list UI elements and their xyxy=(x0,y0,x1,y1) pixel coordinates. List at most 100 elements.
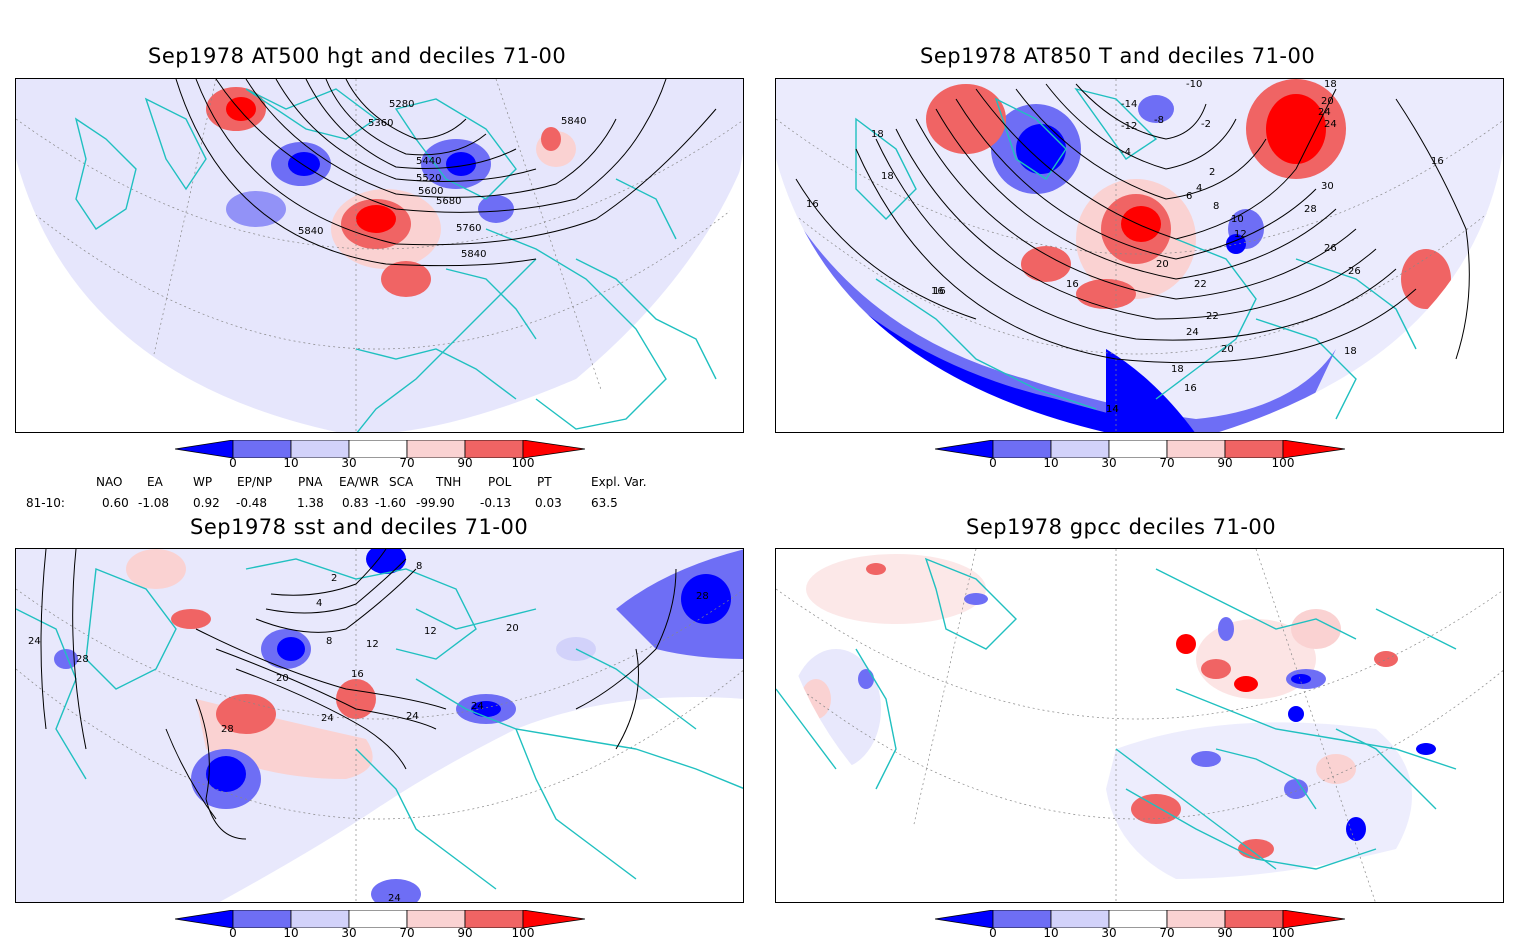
contour-labels: 24 28 28 24 20 16 12 8 4 2 24 24 20 12 8… xyxy=(28,561,709,903)
cb-tick-100: 100 xyxy=(511,926,535,940)
cb-tick-70: 70 xyxy=(399,926,415,940)
index-name-nao: NAO xyxy=(96,475,123,489)
svg-text:18: 18 xyxy=(1344,346,1357,357)
svg-text:-12: -12 xyxy=(1121,121,1137,132)
hemisphere-edge xyxy=(776,609,1078,902)
colorbar-swatches xyxy=(174,439,586,459)
cb-tick-70: 70 xyxy=(1159,456,1175,470)
index-value-wp: 0.92 xyxy=(193,496,220,510)
svg-text:20: 20 xyxy=(506,623,519,634)
lat-lon-grid xyxy=(776,549,1503,902)
svg-text:18: 18 xyxy=(1171,364,1184,375)
map-canvas-sst: 24 28 28 24 20 16 12 8 4 2 24 24 20 12 8… xyxy=(16,549,743,903)
index-value-pt: 0.03 xyxy=(535,496,562,510)
svg-text:5280: 5280 xyxy=(389,99,414,110)
index-value-nao: 0.60 xyxy=(102,496,129,510)
svg-text:5680: 5680 xyxy=(436,196,461,207)
lat-lon-grid xyxy=(16,549,743,902)
colorbar-swatches xyxy=(934,439,1346,459)
index-name-pol: POL xyxy=(488,475,512,489)
cb-tick-0: 0 xyxy=(229,926,237,940)
index-name-explvar: Expl. Var. xyxy=(591,475,647,489)
svg-text:24: 24 xyxy=(321,713,334,724)
cb-tick-70: 70 xyxy=(399,456,415,470)
index-row-label: 81-10: xyxy=(26,496,65,510)
index-value-ea: -1.08 xyxy=(138,496,170,510)
svg-text:4: 4 xyxy=(1196,183,1202,194)
svg-text:16: 16 xyxy=(1184,383,1197,394)
lat-lon-grid xyxy=(16,79,743,432)
svg-text:28: 28 xyxy=(1304,204,1317,215)
panel-title-t850: Sep1978 AT850 T and deciles 71-00 xyxy=(920,44,1316,68)
index-name-pna: PNA xyxy=(298,475,323,489)
svg-text:16: 16 xyxy=(351,669,364,680)
contour-labels: 18 18 16 16 16 14 12 10 8 6 4 2 -2 -4 -8… xyxy=(806,79,1444,415)
cb-tick-0: 0 xyxy=(989,456,997,470)
svg-text:8: 8 xyxy=(1213,201,1219,212)
svg-text:26: 26 xyxy=(1348,266,1361,277)
svg-text:8: 8 xyxy=(416,561,422,572)
svg-text:-4: -4 xyxy=(1121,147,1131,158)
svg-text:22: 22 xyxy=(1206,311,1219,322)
svg-text:14: 14 xyxy=(1106,404,1119,415)
svg-text:24: 24 xyxy=(1186,327,1199,338)
colorbar-hgt500: 0 10 30 70 90 100 xyxy=(174,439,586,480)
hemisphere-edge xyxy=(16,152,743,432)
colorbar-swatches xyxy=(934,909,1346,929)
svg-text:-8: -8 xyxy=(1154,115,1164,126)
index-name-wp: WP xyxy=(193,475,213,489)
decile-shading xyxy=(16,79,743,432)
svg-text:24: 24 xyxy=(28,636,41,647)
cb-tick-100: 100 xyxy=(1271,456,1295,470)
svg-text:16: 16 xyxy=(1431,156,1444,167)
svg-text:28: 28 xyxy=(221,724,234,735)
cb-tick-30: 30 xyxy=(1101,456,1117,470)
svg-text:5840: 5840 xyxy=(461,249,486,260)
svg-text:24: 24 xyxy=(1318,107,1331,118)
svg-text:5840: 5840 xyxy=(561,116,586,127)
colorbar-sst: 0 10 30 70 90 100 xyxy=(174,909,586,940)
index-value-epnp: -0.48 xyxy=(236,496,268,510)
cb-tick-0: 0 xyxy=(229,456,237,470)
decile-shading xyxy=(16,549,743,902)
index-name-tnh: TNH xyxy=(436,475,462,489)
svg-text:24: 24 xyxy=(388,893,401,903)
colorbar-swatches xyxy=(174,909,586,929)
index-name-ea: EA xyxy=(147,475,163,489)
map-t850: 18 18 16 16 16 14 12 10 8 6 4 2 -2 -4 -8… xyxy=(775,78,1504,433)
temperature-contours xyxy=(795,83,1470,364)
cb-tick-90: 90 xyxy=(457,456,473,470)
hemisphere-edge xyxy=(776,151,1503,432)
svg-text:5760: 5760 xyxy=(456,223,481,234)
index-value-sca: -1.60 xyxy=(375,496,407,510)
svg-text:24: 24 xyxy=(1324,119,1337,130)
index-value-pol: -0.13 xyxy=(480,496,512,510)
svg-text:28: 28 xyxy=(696,591,709,602)
height-contours xyxy=(175,79,717,267)
svg-text:18: 18 xyxy=(871,129,884,140)
index-value-eawr: 0.83 xyxy=(342,496,369,510)
svg-text:5840: 5840 xyxy=(298,226,323,237)
svg-text:20: 20 xyxy=(276,673,289,684)
cb-tick-90: 90 xyxy=(1217,926,1233,940)
cb-tick-100: 100 xyxy=(1271,926,1295,940)
lat-lon-grid xyxy=(776,79,1503,432)
cb-tick-30: 30 xyxy=(1101,926,1117,940)
teleconnection-indices: NAO EA WP EP/NP PNA EA/WR SCA TNH POL PT… xyxy=(0,475,700,515)
svg-text:5600: 5600 xyxy=(418,186,443,197)
cb-tick-10: 10 xyxy=(1043,926,1059,940)
svg-text:16: 16 xyxy=(933,286,946,297)
panel-title-gpcc: Sep1978 gpcc deciles 71-00 xyxy=(966,515,1277,539)
map-canvas-hgt500: 5280 5360 5440 5520 5600 5680 5760 5840 … xyxy=(16,79,743,432)
index-name-pt: PT xyxy=(537,475,552,489)
cb-tick-0: 0 xyxy=(989,926,997,940)
coastlines xyxy=(855,87,1417,420)
map-sst: 24 28 28 24 20 16 12 8 4 2 24 24 20 12 8… xyxy=(15,548,744,903)
sst-contours xyxy=(40,549,677,840)
map-canvas-t850: 18 18 16 16 16 14 12 10 8 6 4 2 -2 -4 -8… xyxy=(776,79,1503,432)
colorbar-t850: 0 10 30 70 90 100 xyxy=(934,439,1346,480)
svg-text:18: 18 xyxy=(881,171,894,182)
svg-text:24: 24 xyxy=(406,711,419,722)
svg-text:5360: 5360 xyxy=(368,118,393,129)
svg-text:24: 24 xyxy=(471,701,484,712)
